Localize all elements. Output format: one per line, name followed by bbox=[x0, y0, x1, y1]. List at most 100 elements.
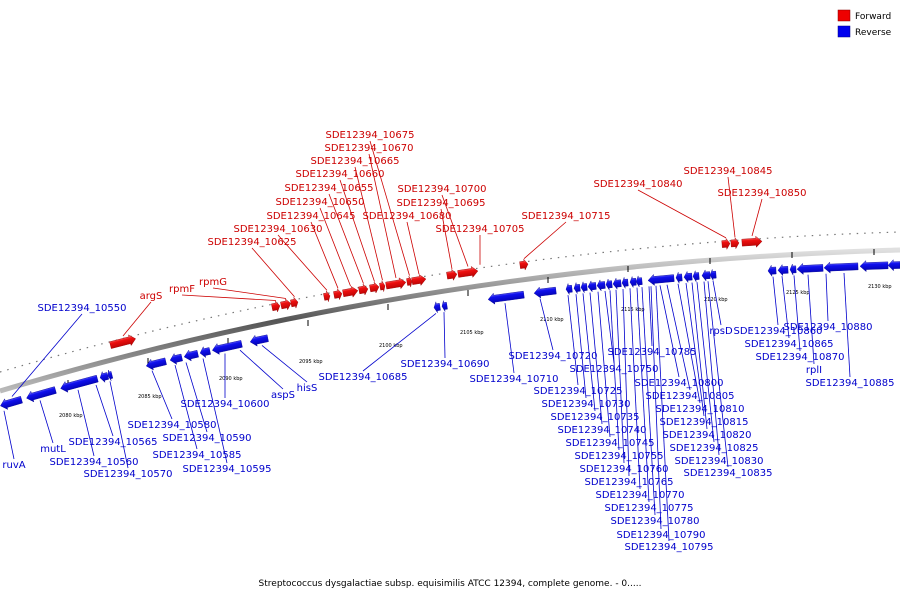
sde12394-10760-label[interactable]: SDE12394_10760 bbox=[580, 464, 669, 475]
sde12394-10665-gene-arrow[interactable] bbox=[379, 280, 386, 292]
hiss-label[interactable]: hisS bbox=[297, 383, 318, 394]
sde12394-10580-label[interactable]: SDE12394_10580 bbox=[128, 420, 217, 431]
sde12394-10715-label[interactable]: SDE12394_10715 bbox=[522, 211, 611, 222]
sde12394-10715-gene-arrow[interactable] bbox=[519, 258, 529, 271]
sde12394-10655-gene-arrow[interactable] bbox=[358, 283, 369, 296]
reverse-feature-11-gene-arrow[interactable] bbox=[433, 301, 441, 313]
sde12394-10835-label[interactable]: SDE12394_10835 bbox=[684, 468, 773, 479]
sde12394-10755-label[interactable]: SDE12394_10755 bbox=[575, 451, 664, 462]
sde12394-10705-label[interactable]: SDE12394_10705 bbox=[436, 224, 525, 235]
rpli-label[interactable]: rplI bbox=[806, 365, 822, 376]
sde12394-10805-label[interactable]: SDE12394_10805 bbox=[646, 391, 735, 402]
reverse-feature-22-gene-arrow[interactable] bbox=[621, 277, 629, 289]
sde12394-10655-label[interactable]: SDE12394_10655 bbox=[285, 183, 374, 194]
sde12394-10675-label[interactable]: SDE12394_10675 bbox=[326, 130, 415, 141]
sde12394-10730-label[interactable]: SDE12394_10730 bbox=[542, 399, 631, 410]
reverse-feature-14-gene-arrow[interactable] bbox=[533, 285, 557, 299]
sde12394-10840-label[interactable]: SDE12394_10840 bbox=[594, 179, 683, 190]
reverse-feature-34-gene-arrow[interactable] bbox=[796, 262, 824, 275]
sde12394-10710-label[interactable]: SDE12394_10710 bbox=[470, 374, 559, 385]
sde12394-10625-label[interactable]: SDE12394_10625 bbox=[208, 237, 297, 248]
reverse-feature-10-gene-arrow[interactable] bbox=[249, 333, 269, 347]
sde12394-10560-label[interactable]: SDE12394_10560 bbox=[50, 457, 139, 468]
sde12394-10600-label[interactable]: SDE12394_10600 bbox=[181, 399, 270, 410]
reverse-feature-16-gene-arrow[interactable] bbox=[573, 282, 581, 294]
sde12394-10850-gene-arrow[interactable] bbox=[741, 235, 763, 248]
sde12394-10630-gene-arrow[interactable] bbox=[323, 290, 331, 302]
rpsd-label[interactable]: rpsD bbox=[709, 326, 733, 337]
reverse-feature-6-gene-arrow[interactable] bbox=[169, 352, 183, 365]
sde12394-10690-label[interactable]: SDE12394_10690 bbox=[401, 359, 490, 370]
sde12394-10870-label[interactable]: SDE12394_10870 bbox=[756, 352, 845, 363]
sde12394-10845-gene-arrow[interactable] bbox=[730, 237, 740, 250]
mutl-label[interactable]: mutL bbox=[40, 444, 66, 455]
reverse-feature-32-gene-arrow[interactable] bbox=[777, 264, 789, 277]
sde12394-10795-label[interactable]: SDE12394_10795 bbox=[625, 542, 714, 553]
reverse-feature-29-gene-arrow[interactable] bbox=[701, 269, 711, 282]
reverse-feature-13-gene-arrow[interactable] bbox=[487, 289, 525, 305]
sde12394-10845-label[interactable]: SDE12394_10845 bbox=[684, 166, 773, 177]
sde12394-10650-gene-arrow[interactable] bbox=[342, 285, 359, 299]
sde12394-10695-label[interactable]: SDE12394_10695 bbox=[397, 198, 486, 209]
sde12394-10785-label[interactable]: SDE12394_10785 bbox=[608, 347, 697, 358]
sde12394-10595-label[interactable]: SDE12394_10595 bbox=[183, 464, 272, 475]
reverse-feature-26-gene-arrow[interactable] bbox=[675, 272, 683, 284]
reverse-feature-7-gene-arrow[interactable] bbox=[183, 348, 199, 362]
rpmg-gene-arrow[interactable] bbox=[280, 298, 292, 311]
sde12394-10630-label[interactable]: SDE12394_10630 bbox=[234, 224, 323, 235]
sde12394-10775-label[interactable]: SDE12394_10775 bbox=[605, 503, 694, 514]
reverse-feature-30-gene-arrow[interactable] bbox=[709, 269, 717, 281]
sde12394-10825-label[interactable]: SDE12394_10825 bbox=[670, 443, 759, 454]
sde12394-10590-label[interactable]: SDE12394_10590 bbox=[163, 433, 252, 444]
args-label[interactable]: argS bbox=[140, 291, 163, 302]
sde12394-10735-label[interactable]: SDE12394_10735 bbox=[551, 412, 640, 423]
reverse-feature-37-gene-arrow[interactable] bbox=[887, 259, 900, 272]
sde12394-10885-label[interactable]: SDE12394_10885 bbox=[806, 378, 895, 389]
reverse-feature-20-gene-arrow[interactable] bbox=[605, 278, 613, 291]
reverse-feature-5-gene-arrow[interactable] bbox=[145, 356, 167, 371]
sde12394-10650-label[interactable]: SDE12394_10650 bbox=[276, 197, 365, 208]
sde12394-10685-label[interactable]: SDE12394_10685 bbox=[319, 372, 408, 383]
sde12394-10680-label[interactable]: SDE12394_10680 bbox=[363, 211, 452, 222]
reverse-feature-2-gene-arrow[interactable] bbox=[59, 373, 99, 394]
sde12394-10790-label[interactable]: SDE12394_10790 bbox=[617, 530, 706, 541]
sde12394-10860-label[interactable]: SDE12394_10860 bbox=[734, 326, 823, 337]
sde12394-10570-label[interactable]: SDE12394_10570 bbox=[84, 469, 173, 480]
sde12394-10670-gene-arrow[interactable] bbox=[385, 277, 407, 291]
sde12394-10585-label[interactable]: SDE12394_10585 bbox=[153, 450, 242, 461]
sde12394-10880-label[interactable]: SDE12394_10880 bbox=[784, 322, 873, 333]
reverse-feature-31-gene-arrow[interactable] bbox=[767, 264, 777, 277]
sde12394-10820-label[interactable]: SDE12394_10820 bbox=[663, 430, 752, 441]
sde12394-10695-gene-arrow[interactable] bbox=[446, 268, 458, 281]
sde12394-10815-label[interactable]: SDE12394_10815 bbox=[660, 417, 749, 428]
reverse-feature-27-gene-arrow[interactable] bbox=[683, 270, 693, 284]
reverse-feature-15-gene-arrow[interactable] bbox=[565, 283, 573, 295]
sde12394-10550-label[interactable]: SDE12394_10550 bbox=[38, 303, 127, 314]
sde12394-10645-label[interactable]: SDE12394_10645 bbox=[267, 211, 356, 222]
sde12394-10565-label[interactable]: SDE12394_10565 bbox=[69, 437, 158, 448]
reverse-feature-0-gene-arrow[interactable] bbox=[0, 394, 23, 411]
reverse-feature-17-gene-arrow[interactable] bbox=[580, 281, 588, 293]
reverse-feature-19-gene-arrow[interactable] bbox=[596, 279, 606, 292]
reverse-feature-12-gene-arrow[interactable] bbox=[441, 300, 448, 312]
sde12394-10700-label[interactable]: SDE12394_10700 bbox=[398, 184, 487, 195]
rpmg-label[interactable]: rpmG bbox=[199, 277, 227, 288]
reverse-feature-18-gene-arrow[interactable] bbox=[587, 280, 597, 293]
sde12394-10745-label[interactable]: SDE12394_10745 bbox=[566, 438, 655, 449]
reverse-feature-4-gene-arrow[interactable] bbox=[107, 369, 114, 381]
sde12394-10665-label[interactable]: SDE12394_10665 bbox=[311, 156, 400, 167]
reverse-feature-24-gene-arrow[interactable] bbox=[635, 275, 643, 288]
sde12394-10770-label[interactable]: SDE12394_10770 bbox=[596, 490, 685, 501]
sde12394-10660-label[interactable]: SDE12394_10660 bbox=[296, 169, 385, 180]
sde12394-10840-gene-arrow[interactable] bbox=[721, 237, 731, 250]
sde12394-10680-gene-arrow[interactable] bbox=[411, 274, 427, 287]
sde12394-10670-label[interactable]: SDE12394_10670 bbox=[325, 143, 414, 154]
sde12394-10720-label[interactable]: SDE12394_10720 bbox=[509, 351, 598, 362]
reverse-feature-8-gene-arrow[interactable] bbox=[199, 346, 211, 359]
rpmf-label[interactable]: rpmF bbox=[169, 284, 195, 295]
reverse-feature-36-gene-arrow[interactable] bbox=[859, 260, 889, 273]
reverse-feature-33-gene-arrow[interactable] bbox=[789, 263, 797, 276]
sde12394-10625-gene-arrow[interactable] bbox=[290, 296, 299, 309]
asps-label[interactable]: aspS bbox=[271, 390, 295, 401]
sde12394-10645-gene-arrow[interactable] bbox=[333, 288, 343, 301]
